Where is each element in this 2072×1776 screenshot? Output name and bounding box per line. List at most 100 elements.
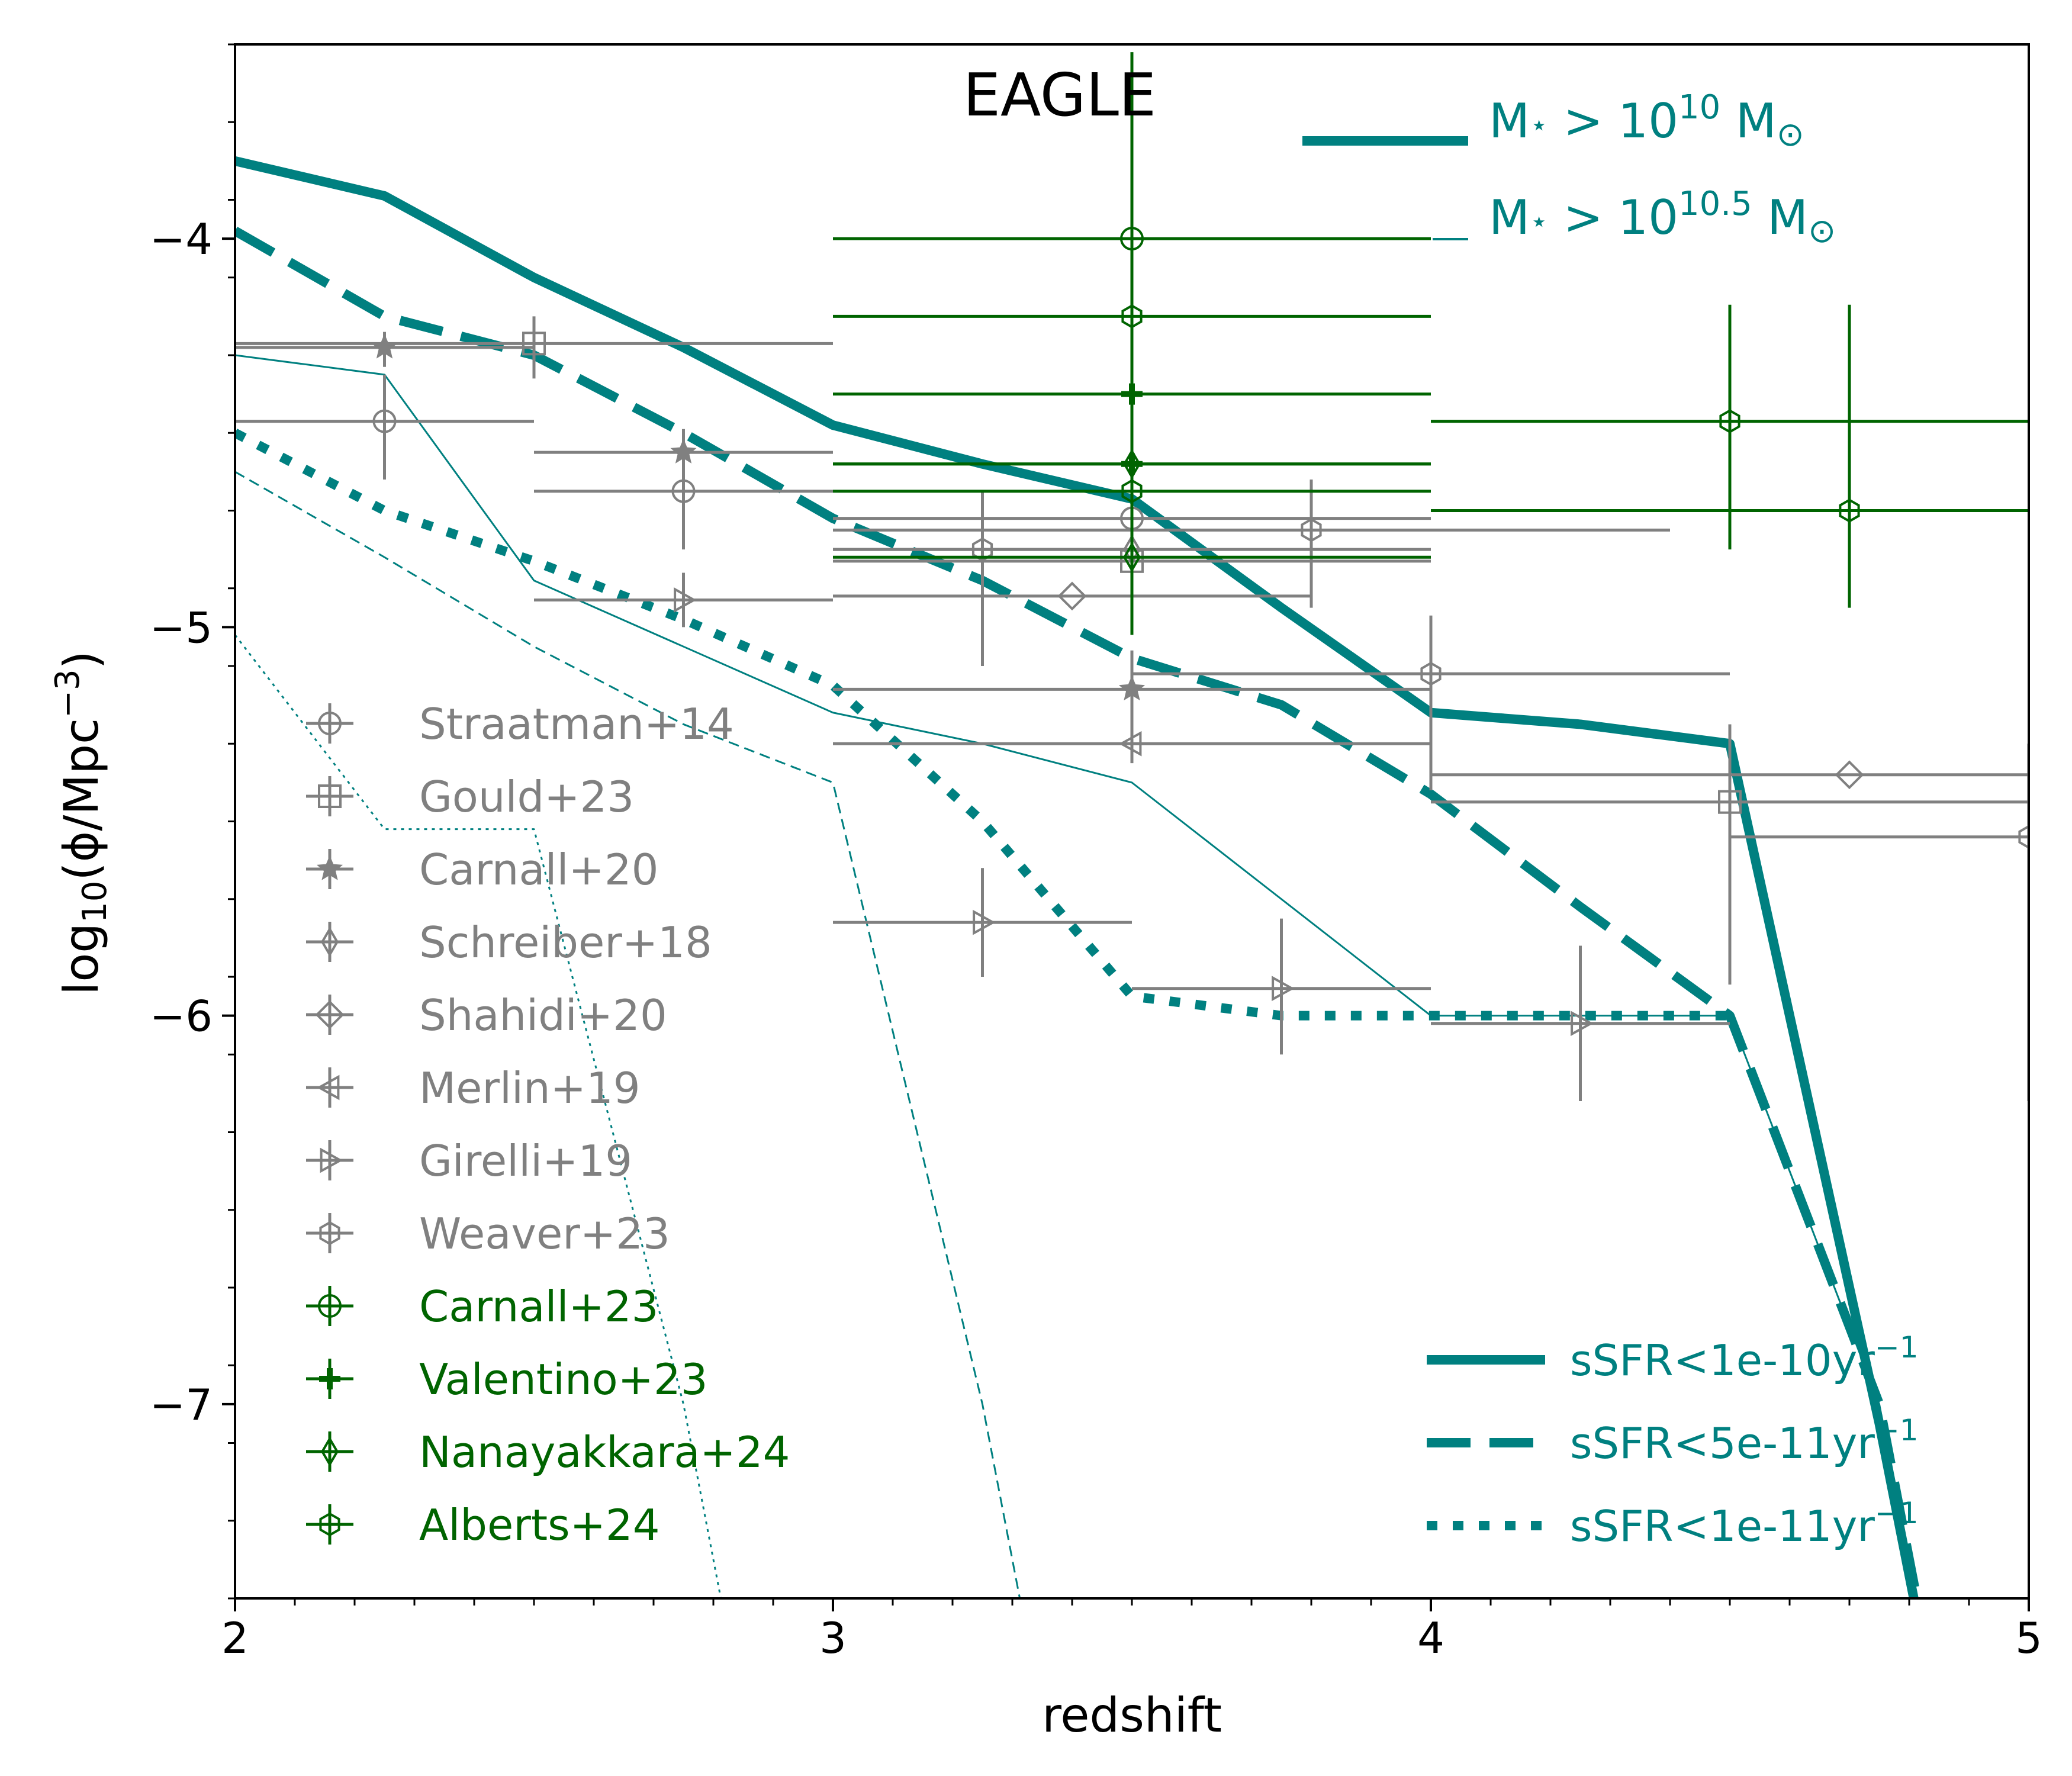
x-tick-label: 5 xyxy=(2015,1613,2042,1663)
marker-hexagon xyxy=(1121,304,1143,329)
legend-entry: Gould+23 xyxy=(306,772,634,822)
legend-marker-hexagon xyxy=(319,1221,340,1246)
model-line-5 xyxy=(235,471,1021,1598)
x-tick: 4 xyxy=(1417,1598,1444,1663)
obs-series-girelli19 xyxy=(534,572,1730,1101)
marker-hexagon xyxy=(1121,479,1143,503)
marker-square xyxy=(522,332,546,356)
marker-hexagon xyxy=(1839,498,1860,523)
y-tick: −5 xyxy=(150,603,235,652)
x-tick-label: 3 xyxy=(819,1613,847,1663)
marker-diamond xyxy=(1835,760,1864,790)
mass-legend: M⋆ > 1010 M⊙ M⋆ > 1010.5 M⊙ xyxy=(1302,88,1836,250)
data-point xyxy=(1431,760,2029,790)
marker-star xyxy=(371,333,398,359)
data-point xyxy=(833,868,1132,977)
data-point xyxy=(833,413,1431,569)
data-point xyxy=(1132,615,1730,790)
data-point xyxy=(1730,744,2029,1101)
marker-star xyxy=(1118,675,1146,701)
obs-series-merlin19 xyxy=(833,724,1431,764)
legend-entry: Straatman+14 xyxy=(306,699,734,749)
legend-marker-thin_diamond xyxy=(321,926,339,957)
legend-marker-diamond xyxy=(315,1000,345,1029)
marker-thin_diamond xyxy=(1123,542,1141,572)
legend-label: Schreiber+18 xyxy=(419,918,712,967)
legend-marker-circle xyxy=(318,712,342,735)
x-tick: 3 xyxy=(819,1598,847,1663)
legend-label: Straatman+14 xyxy=(419,699,734,749)
legend-marker-tri_left xyxy=(316,1074,340,1101)
data-point xyxy=(833,724,1431,764)
mass-legend-label-1: M⋆ > 1010 M⊙ xyxy=(1489,88,1804,154)
data-point xyxy=(833,480,1670,608)
obs-series-carnall20 xyxy=(235,332,1431,732)
data-point xyxy=(1431,304,2029,608)
obs-series-shahidi20 xyxy=(833,581,2029,790)
data-point xyxy=(1431,304,2029,550)
data-point xyxy=(235,374,534,480)
legend-marker-thin_diamond xyxy=(321,1436,339,1467)
marker-hexagon xyxy=(1719,409,1740,433)
marker-circle xyxy=(671,479,696,503)
legend-label: Shahidi+20 xyxy=(419,990,667,1040)
legend-label: Merlin+19 xyxy=(419,1063,641,1113)
legend-marker-tri_right xyxy=(320,1147,343,1173)
legend-entry: Valentino+23 xyxy=(306,1354,708,1404)
data-point xyxy=(833,581,1311,611)
legend-label: Nanayakkara+24 xyxy=(419,1427,790,1477)
model-line-6 xyxy=(235,634,722,1598)
data-point xyxy=(235,332,534,367)
legend-label: Valentino+23 xyxy=(419,1354,708,1404)
marker-star xyxy=(670,438,697,464)
chart-title: EAGLE xyxy=(963,60,1156,130)
ssfr-legend: sSFR<1e-10yr−1 sSFR<5e-11yr−1 sSFR<1e-11… xyxy=(1427,1330,1919,1551)
ssfr-legend-label-3: sSFR<1e-11yr−1 xyxy=(1570,1496,1919,1551)
legend-entry: Girelli+19 xyxy=(306,1136,632,1186)
marker-tri_left xyxy=(1118,731,1142,757)
obs-series-alberts24 xyxy=(833,239,2029,608)
legend-label: Gould+23 xyxy=(419,772,634,822)
marker-circle xyxy=(372,409,397,433)
ssfr-legend-label-1: sSFR<1e-10yr−1 xyxy=(1570,1330,1919,1385)
legend-marker-star xyxy=(316,855,343,880)
marker-hexagon xyxy=(2018,825,2029,850)
data-point xyxy=(1132,918,1431,1055)
obs-series-weaver23 xyxy=(833,480,2029,1101)
y-tick-label: −4 xyxy=(150,214,213,264)
legend-label: Alberts+24 xyxy=(419,1500,660,1550)
legend-marker-plus xyxy=(319,1368,340,1389)
marker-tri_right xyxy=(1272,976,1295,1002)
marker-tri_right xyxy=(973,909,996,935)
marker-hexagon xyxy=(971,537,993,562)
legend-entry: Schreiber+18 xyxy=(306,918,712,967)
marker-tri_right xyxy=(674,587,697,613)
legend-entry: Carnall+20 xyxy=(306,845,658,895)
x-tick-label: 4 xyxy=(1417,1613,1444,1663)
marker-tri_right xyxy=(1571,1011,1594,1037)
legend-entry: Carnall+23 xyxy=(306,1282,658,1331)
data-point xyxy=(833,491,1132,666)
model-line-4 xyxy=(235,354,1918,1598)
x-tick: 2 xyxy=(221,1598,249,1663)
x-tick: 5 xyxy=(2015,1598,2042,1663)
y-tick-label: −7 xyxy=(150,1380,213,1430)
y-tick: −6 xyxy=(150,992,235,1041)
y-tick: −4 xyxy=(150,214,235,264)
legend-entry: Nanayakkara+24 xyxy=(306,1427,790,1477)
marker-diamond xyxy=(1057,581,1087,611)
x-tick-label: 2 xyxy=(221,1613,249,1663)
x-axis-label: redshift xyxy=(1042,1688,1222,1743)
y-tick: −7 xyxy=(150,1380,235,1430)
y-axis-label: log10(ϕ/Mpc−3) xyxy=(49,651,114,995)
data-point xyxy=(534,429,833,476)
legend-marker-circle xyxy=(318,1294,342,1318)
ssfr-legend-label-2: sSFR<5e-11yr−1 xyxy=(1570,1413,1919,1468)
y-tick-label: −6 xyxy=(150,992,213,1041)
legend-entry: Weaver+23 xyxy=(306,1209,670,1259)
legend-marker-square xyxy=(318,784,342,808)
data-point xyxy=(1431,724,2029,985)
legend-entry: Shahidi+20 xyxy=(306,990,667,1040)
mass-legend-label-2: M⋆ > 1010.5 M⊙ xyxy=(1489,185,1836,250)
legend-entry: Alberts+24 xyxy=(306,1500,660,1550)
